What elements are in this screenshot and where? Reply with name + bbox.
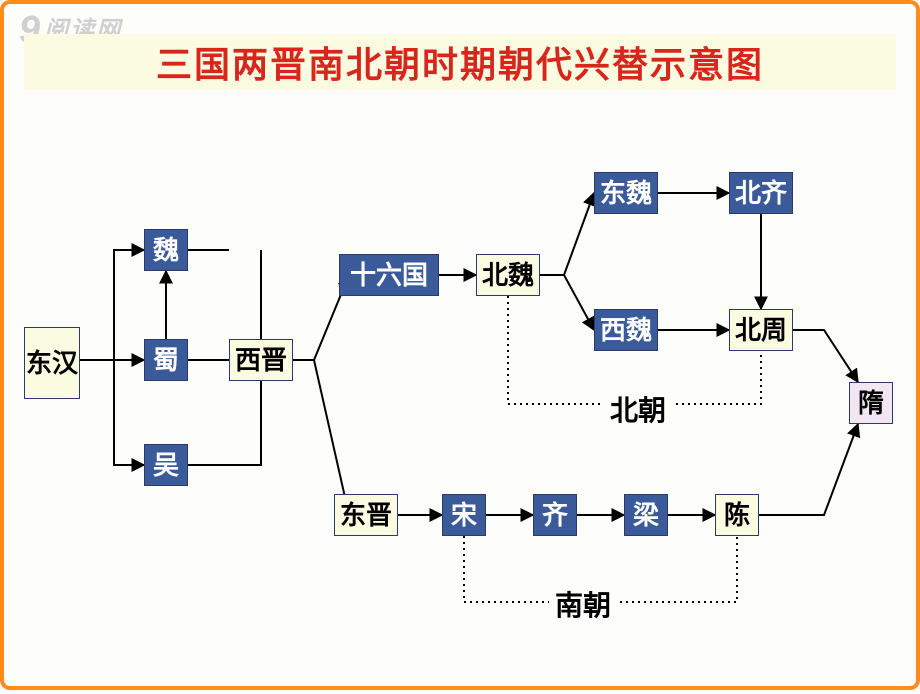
node-shiliuguo: 十六国 [339,254,439,296]
node-qi: 齐 [533,494,577,536]
node-chen: 陈 [715,494,759,536]
node-wei: 魏 [144,229,188,271]
node-dongwei: 东魏 [594,172,658,214]
edge-16 [793,330,858,382]
node-dongjin: 东晋 [334,494,398,536]
node-shu: 蜀 [144,339,188,381]
node-xiwei: 西魏 [594,309,658,351]
edge-9 [293,360,349,515]
edge-21 [759,424,858,515]
node-sui: 隋 [849,382,893,424]
label-beichao: 北朝 [604,389,672,429]
node-wu: 吴 [144,444,188,486]
edge-11 [540,193,594,275]
edge-12 [540,275,594,330]
edge-2 [80,360,144,465]
edge-7 [188,381,261,465]
node-liang: 梁 [624,494,668,536]
node-xijin: 西晋 [229,339,293,381]
node-beiwei: 北魏 [476,254,540,296]
node-song: 宋 [442,494,486,536]
diagram-title: 三国两晋南北朝时期朝代兴替示意图 [156,36,764,88]
edge-0 [80,250,144,360]
title-bar: 三国两晋南北朝时期朝代兴替示意图 [24,34,896,90]
node-beizhou: 北周 [729,309,793,351]
node-beiqi: 北齐 [729,172,793,214]
node-donghan: 东汉 [24,327,80,399]
label-nanchao: 南朝 [549,584,617,624]
